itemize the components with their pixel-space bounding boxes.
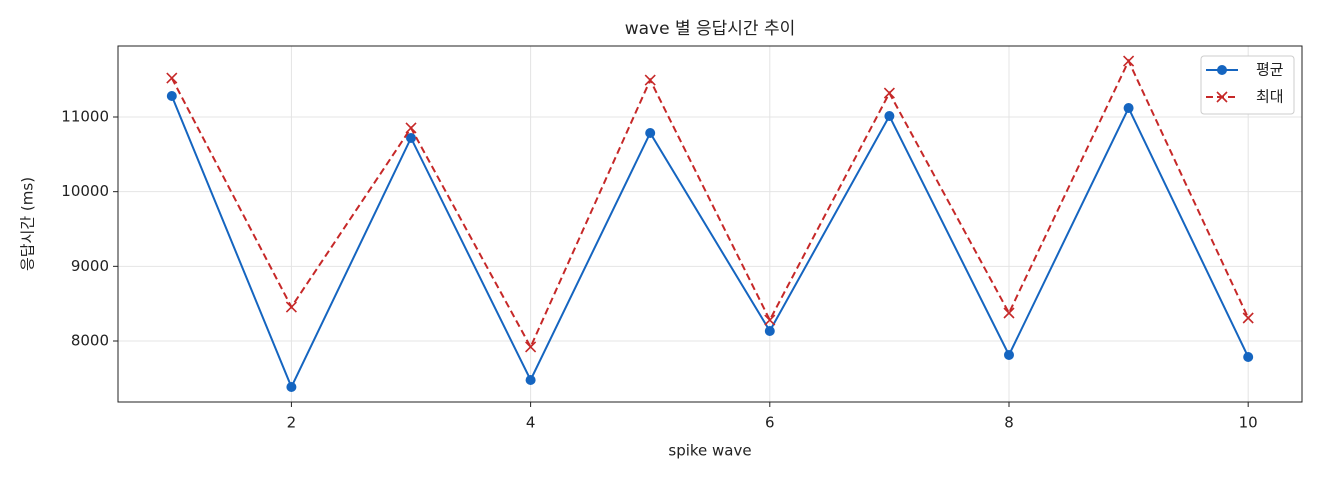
y-axis-label: 응답시간 (ms) (19, 177, 37, 271)
point (1003, 307, 1015, 319)
point (1123, 103, 1134, 114)
plot-area (166, 55, 1254, 392)
point (764, 325, 775, 336)
x-axis-label: spike wave (668, 442, 751, 460)
y-tick-label: 11000 (61, 108, 109, 126)
point (525, 374, 536, 385)
point (1003, 349, 1014, 360)
point (1243, 351, 1254, 362)
point (406, 132, 417, 143)
plot-frame (117, 45, 1303, 403)
point (1123, 55, 1135, 67)
series-line (170, 58, 1250, 350)
point (645, 127, 656, 138)
legend-label: 최대 (1256, 88, 1284, 106)
chart-title: wave 별 응답시간 추이 (625, 19, 796, 39)
point (644, 74, 656, 86)
point (405, 122, 417, 134)
point (884, 111, 895, 122)
point (166, 91, 177, 102)
point (286, 381, 297, 392)
legend-marker (1217, 65, 1227, 75)
y-tick-label: 8000 (71, 331, 109, 349)
point (764, 314, 776, 326)
point (883, 87, 895, 99)
point (166, 72, 178, 84)
x-tick-label: 10 (1239, 414, 1258, 432)
point (525, 341, 537, 353)
point (1242, 312, 1254, 324)
legend-marker (1216, 91, 1228, 103)
point (285, 301, 297, 313)
y-tick-label: 10000 (61, 182, 109, 200)
x-tick-label: 6 (765, 414, 775, 432)
x-tick-label: 8 (1004, 414, 1014, 432)
series-line (170, 95, 1250, 390)
grid (118, 46, 1302, 402)
legend-label: 평균 (1256, 61, 1284, 79)
y-tick-label: 9000 (71, 257, 109, 275)
x-tick-label: 4 (526, 414, 536, 432)
x-tick-label: 2 (287, 414, 297, 432)
